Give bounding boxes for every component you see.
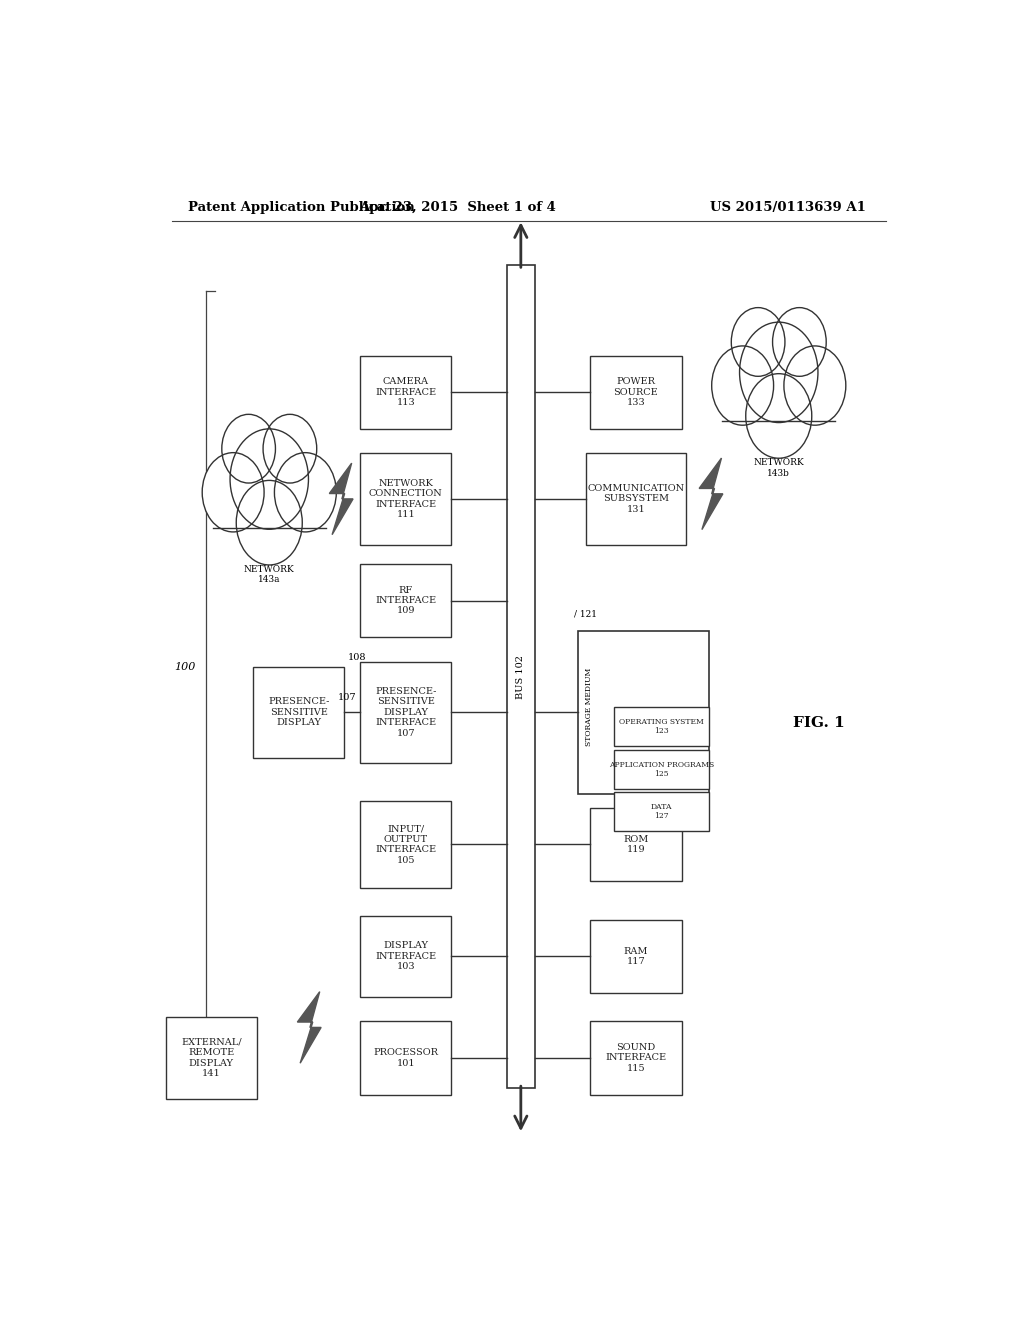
- Text: 100: 100: [174, 661, 196, 672]
- Text: DATA
127: DATA 127: [650, 803, 672, 821]
- Text: 108: 108: [348, 652, 367, 661]
- Circle shape: [731, 308, 785, 376]
- Ellipse shape: [727, 350, 830, 422]
- Circle shape: [230, 429, 308, 529]
- Text: RAM
117: RAM 117: [624, 946, 648, 966]
- Text: US 2015/0113639 A1: US 2015/0113639 A1: [711, 201, 866, 214]
- Text: PRESENCE-
SENSITIVE
DISPLAY: PRESENCE- SENSITIVE DISPLAY: [268, 697, 330, 727]
- Circle shape: [772, 308, 826, 376]
- Text: / 121: / 121: [574, 610, 597, 619]
- Bar: [360, 564, 452, 638]
- Text: ROM
119: ROM 119: [624, 834, 648, 854]
- Circle shape: [739, 322, 818, 422]
- Text: 107: 107: [338, 693, 356, 702]
- Bar: [579, 631, 710, 793]
- Text: INPUT/
OUTPUT
INTERFACE
105: INPUT/ OUTPUT INTERFACE 105: [375, 825, 436, 865]
- Text: POWER
SOURCE
133: POWER SOURCE 133: [613, 378, 658, 407]
- Bar: [613, 750, 709, 788]
- Circle shape: [222, 414, 275, 483]
- Text: CAMERA
INTERFACE
113: CAMERA INTERFACE 113: [375, 378, 436, 407]
- Bar: [590, 920, 682, 993]
- Text: OPERATING SYSTEM
123: OPERATING SYSTEM 123: [618, 718, 703, 735]
- Text: EXTERNAL/
REMOTE
DISPLAY
141: EXTERNAL/ REMOTE DISPLAY 141: [181, 1038, 242, 1078]
- Bar: [507, 265, 536, 1089]
- Text: BUS 102: BUS 102: [516, 655, 525, 698]
- Text: FIG. 1: FIG. 1: [793, 715, 845, 730]
- Text: Apr. 23, 2015  Sheet 1 of 4: Apr. 23, 2015 Sheet 1 of 4: [358, 201, 556, 214]
- Text: DISPLAY
INTERFACE
103: DISPLAY INTERFACE 103: [375, 941, 436, 972]
- Text: NETWORK
143b: NETWORK 143b: [754, 458, 804, 478]
- Text: COMMUNICATION
SUBSYSTEM
131: COMMUNICATION SUBSYSTEM 131: [588, 484, 684, 513]
- Polygon shape: [330, 463, 353, 535]
- Text: Patent Application Publication: Patent Application Publication: [187, 201, 415, 214]
- Bar: [590, 1022, 682, 1094]
- Bar: [360, 661, 452, 763]
- Bar: [360, 453, 452, 545]
- Text: APPLICATION PROGRAMS
125: APPLICATION PROGRAMS 125: [608, 760, 714, 777]
- Text: RF
INTERFACE
109: RF INTERFACE 109: [375, 586, 436, 615]
- Circle shape: [202, 453, 264, 532]
- Bar: [587, 453, 685, 545]
- Text: NETWORK
143a: NETWORK 143a: [244, 565, 295, 585]
- Bar: [613, 708, 709, 746]
- Ellipse shape: [218, 455, 321, 528]
- Circle shape: [263, 414, 316, 483]
- Bar: [613, 792, 709, 832]
- Circle shape: [274, 453, 336, 532]
- Text: SOUND
INTERFACE
115: SOUND INTERFACE 115: [605, 1043, 667, 1073]
- Bar: [166, 1018, 257, 1098]
- Text: PROCESSOR
101: PROCESSOR 101: [374, 1048, 438, 1068]
- Bar: [590, 355, 682, 429]
- Circle shape: [784, 346, 846, 425]
- Bar: [360, 355, 452, 429]
- Circle shape: [237, 480, 302, 565]
- Bar: [253, 667, 344, 758]
- Bar: [590, 808, 682, 880]
- Polygon shape: [699, 458, 723, 529]
- Bar: [360, 916, 452, 997]
- Polygon shape: [297, 991, 322, 1063]
- Text: NETWORK
CONNECTION
INTERFACE
111: NETWORK CONNECTION INTERFACE 111: [369, 479, 442, 519]
- Text: PRESENCE-
SENSITIVE
DISPLAY
INTERFACE
107: PRESENCE- SENSITIVE DISPLAY INTERFACE 10…: [375, 686, 436, 738]
- Circle shape: [745, 374, 812, 458]
- Text: STORAGE MEDIUM: STORAGE MEDIUM: [585, 668, 593, 746]
- Bar: [360, 1022, 452, 1094]
- Circle shape: [712, 346, 773, 425]
- Bar: [360, 801, 452, 887]
